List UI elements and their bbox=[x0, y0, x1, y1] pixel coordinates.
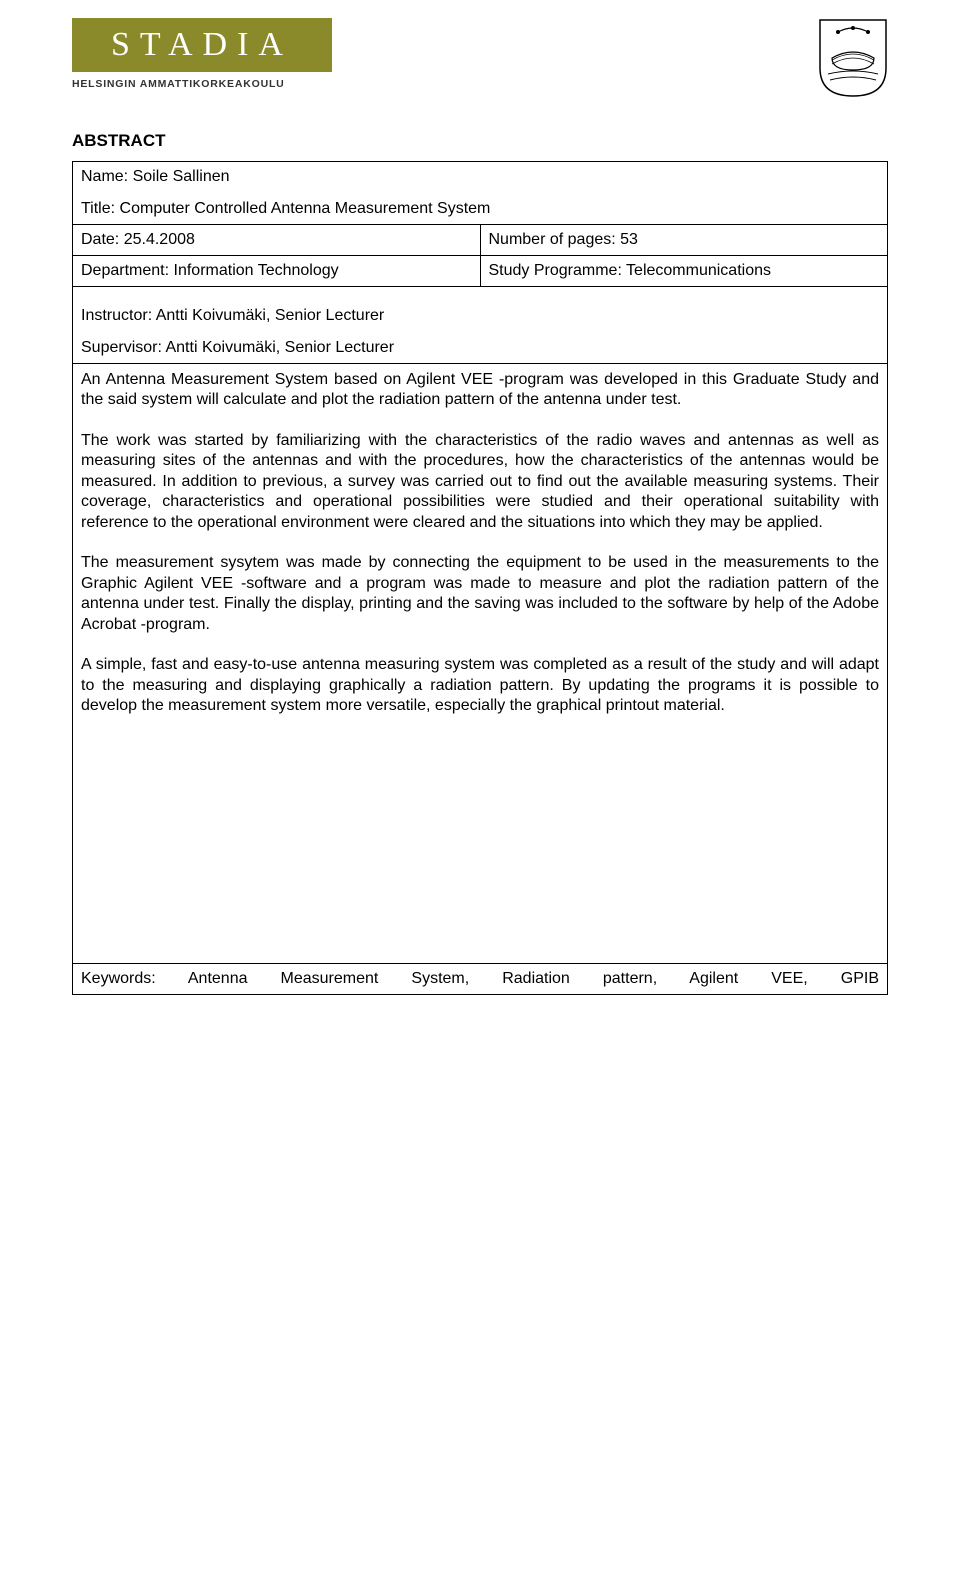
instructor-label: Instructor: bbox=[81, 307, 152, 324]
people-cell: Instructor: Antti Koivumäki, Senior Lect… bbox=[73, 287, 888, 364]
instructor-value: Antti Koivumäki, Senior Lecturer bbox=[156, 307, 385, 324]
prog-value: Telecommunications bbox=[626, 262, 771, 279]
supervisor-value: Antti Koivumäki, Senior Lecturer bbox=[165, 339, 394, 356]
page-header: sTaDIa HELSINGIN AMMATTIKORKEAKOULU bbox=[72, 18, 888, 103]
name-label: Name: bbox=[81, 168, 128, 185]
logo-brand-text: sTaDIa bbox=[111, 26, 293, 64]
logo-brand-box: sTaDIa bbox=[72, 18, 332, 72]
pages-value: 53 bbox=[620, 231, 638, 248]
abstract-p2: The work was started by familiarizing wi… bbox=[81, 431, 879, 533]
body-spacer bbox=[81, 737, 879, 957]
name-value: Soile Sallinen bbox=[133, 168, 230, 185]
date-value: 25.4.2008 bbox=[124, 231, 195, 248]
keywords-cell: Keywords: Antenna Measurement System, Ra… bbox=[73, 963, 888, 994]
supervisor-label: Supervisor: bbox=[81, 339, 162, 356]
abstract-body-cell: An Antenna Measurement System based on A… bbox=[73, 364, 888, 964]
pages-label: Number of pages: bbox=[489, 231, 616, 248]
pages-cell: Number of pages: 53 bbox=[480, 225, 888, 256]
name-title-cell: Name: Soile Sallinen Title: Computer Con… bbox=[73, 162, 888, 225]
prog-cell: Study Programme: Telecommunications bbox=[480, 256, 888, 287]
dept-label: Department: bbox=[81, 262, 169, 279]
date-cell: Date: 25.4.2008 bbox=[73, 225, 481, 256]
abstract-p1: An Antenna Measurement System based on A… bbox=[81, 370, 879, 411]
keywords-label: Keywords: bbox=[81, 970, 156, 987]
title-label: Title: bbox=[81, 200, 115, 217]
abstract-table: Name: Soile Sallinen Title: Computer Con… bbox=[72, 161, 888, 995]
section-title: ABSTRACT bbox=[72, 131, 888, 151]
keywords-value: Antenna Measurement System, Radiation pa… bbox=[188, 970, 879, 987]
abstract-p4: A simple, fast and easy-to-use antenna m… bbox=[81, 655, 879, 716]
prog-label: Study Programme: bbox=[489, 262, 622, 279]
institution-logo: sTaDIa HELSINGIN AMMATTIKORKEAKOULU bbox=[72, 18, 332, 90]
title-value: Computer Controlled Antenna Measurement … bbox=[120, 200, 491, 217]
dept-cell: Department: Information Technology bbox=[73, 256, 481, 287]
abstract-p3: The measurement sysytem was made by conn… bbox=[81, 553, 879, 635]
dept-value: Information Technology bbox=[174, 262, 339, 279]
logo-subline: HELSINGIN AMMATTIKORKEAKOULU bbox=[72, 78, 332, 90]
date-label: Date: bbox=[81, 231, 119, 248]
crest-icon bbox=[818, 18, 888, 103]
